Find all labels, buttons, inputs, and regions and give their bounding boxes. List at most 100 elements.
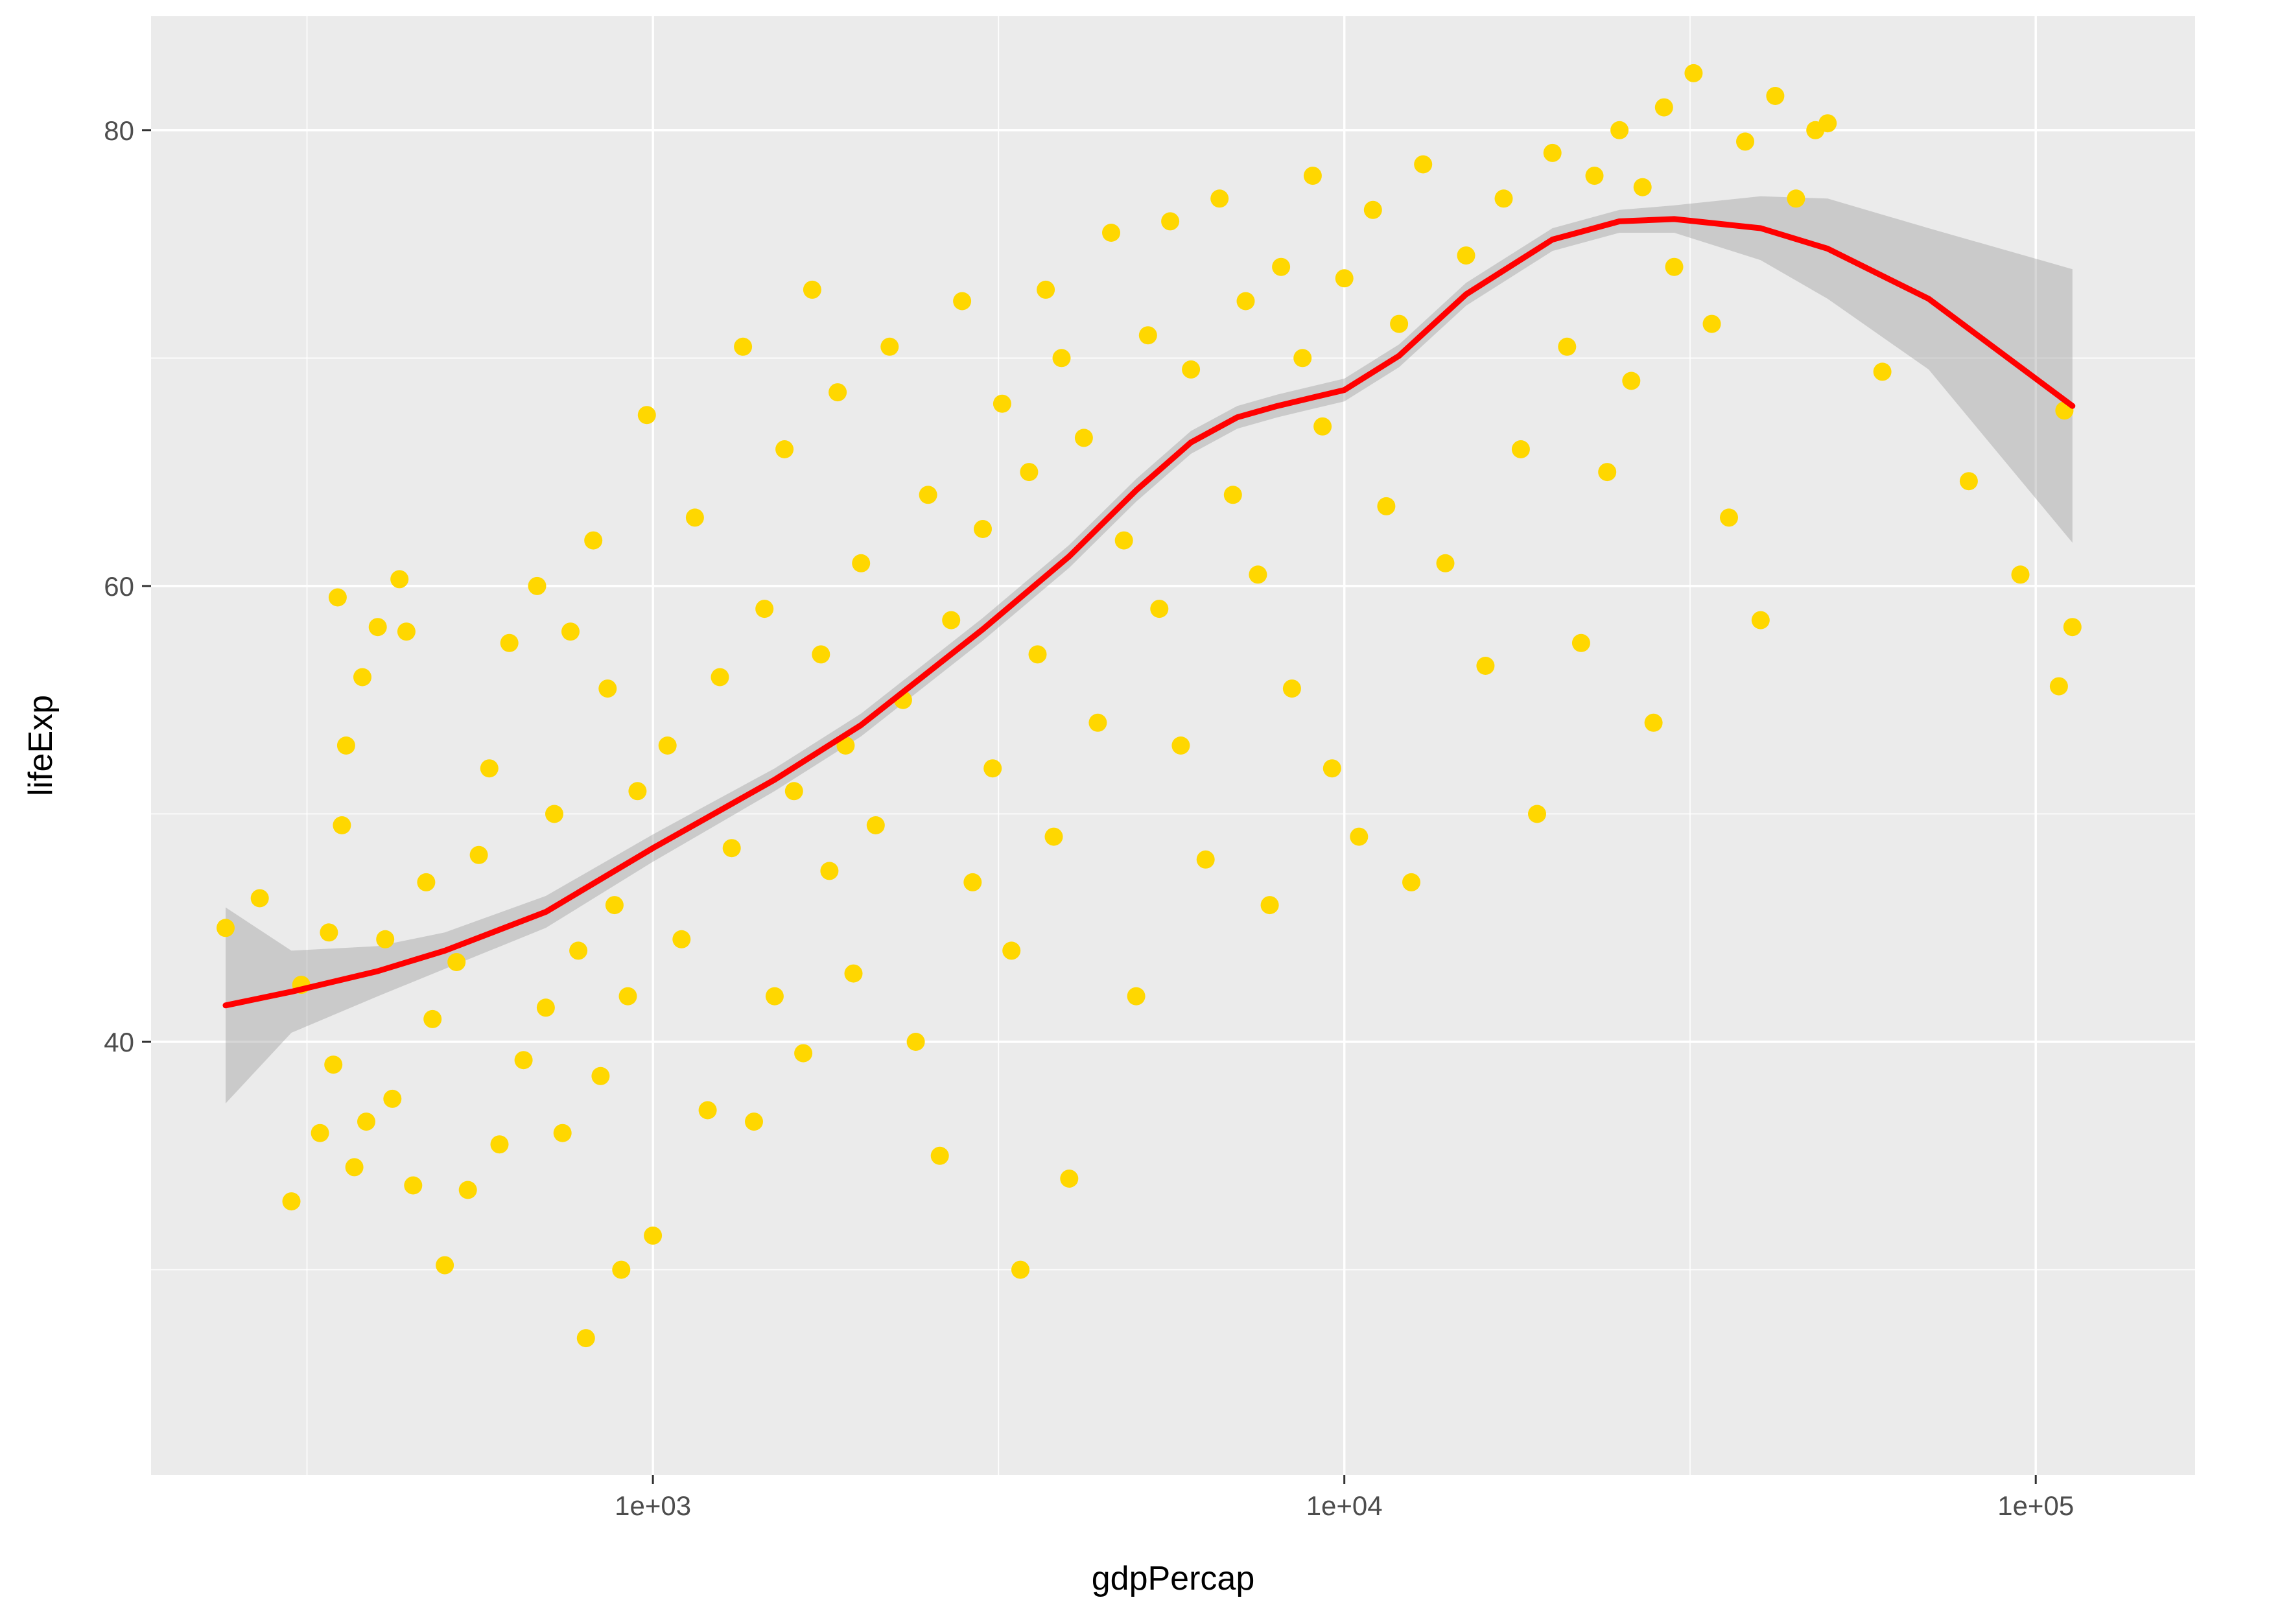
data-point	[734, 337, 753, 356]
data-point	[755, 600, 774, 618]
data-point	[514, 1051, 533, 1070]
data-point	[722, 839, 741, 858]
data-point	[1335, 269, 1354, 288]
data-point	[1210, 189, 1229, 208]
data-point	[458, 1181, 477, 1199]
data-point	[698, 1101, 717, 1120]
data-point	[328, 588, 347, 607]
data-point	[1249, 565, 1267, 584]
data-point	[569, 941, 588, 960]
data-point	[1060, 1170, 1079, 1188]
data-point	[880, 337, 899, 356]
data-point	[974, 520, 992, 538]
data-point	[820, 862, 839, 880]
x-axis-ticks: 1e+03 1e+04 1e+05	[615, 1475, 2074, 1521]
data-point	[1272, 257, 1291, 276]
data-point	[490, 1135, 509, 1154]
data-point	[1558, 337, 1577, 356]
data-point	[685, 508, 704, 527]
data-point	[1528, 805, 1546, 823]
data-point	[383, 1089, 402, 1108]
data-point	[1571, 633, 1590, 652]
data-point	[576, 1329, 595, 1348]
data-point	[1074, 429, 1093, 447]
data-point	[930, 1146, 949, 1165]
data-point	[404, 1176, 423, 1195]
data-point	[1363, 200, 1382, 219]
data-point	[390, 570, 409, 589]
data-point	[1127, 987, 1146, 1006]
data-point	[1313, 417, 1332, 436]
data-point	[1665, 257, 1684, 276]
data-point	[480, 759, 499, 778]
data-point	[1585, 167, 1604, 185]
data-point	[812, 645, 830, 664]
data-point	[1610, 121, 1629, 139]
data-point	[605, 896, 624, 915]
data-point	[423, 1009, 442, 1028]
data-point	[1654, 98, 1673, 117]
data-point	[1436, 554, 1455, 572]
data-point	[357, 1112, 375, 1131]
data-point	[906, 1033, 925, 1051]
data-point	[561, 622, 580, 641]
data-point	[1150, 600, 1169, 618]
data-point	[1702, 314, 1721, 333]
data-point	[1622, 371, 1641, 390]
data-point	[1037, 280, 1055, 299]
data-point	[829, 383, 847, 402]
data-point	[844, 964, 863, 983]
data-point	[1598, 463, 1617, 482]
data-point	[1720, 508, 1738, 527]
data-point	[1818, 114, 1837, 133]
y-axis-title: lifeExp	[22, 695, 60, 796]
x-tick-label: 1e+04	[1306, 1490, 1383, 1521]
data-point	[250, 889, 269, 908]
data-point	[1223, 486, 1242, 504]
data-point	[1959, 472, 1978, 491]
data-point	[794, 1044, 813, 1063]
data-point	[320, 923, 338, 942]
data-point	[942, 611, 961, 630]
data-point	[500, 633, 519, 652]
data-point	[765, 987, 784, 1006]
data-point	[745, 1112, 763, 1131]
data-point	[1088, 713, 1107, 732]
data-point	[1260, 896, 1279, 915]
data-point	[553, 1124, 572, 1142]
data-point	[1161, 212, 1180, 231]
data-point	[353, 668, 371, 687]
data-point	[612, 1260, 631, 1279]
data-point	[784, 782, 803, 801]
data-point	[282, 1192, 301, 1211]
data-point	[368, 618, 387, 637]
y-tick-label: 80	[104, 115, 134, 146]
data-point	[711, 668, 729, 687]
grid-lines	[151, 16, 2195, 1475]
data-point	[336, 736, 355, 755]
data-point	[333, 816, 351, 834]
data-point	[217, 919, 235, 937]
data-point	[1138, 326, 1157, 345]
data-point	[1303, 167, 1322, 185]
y-axis-ticks: 40 60 80	[104, 115, 151, 1057]
data-point	[953, 292, 972, 311]
data-point	[1873, 362, 1892, 381]
x-axis-title: gdpPercap	[1092, 1560, 1255, 1597]
data-point	[1028, 645, 1047, 664]
smooth-line-layer	[222, 216, 2076, 1009]
data-point	[1457, 246, 1475, 265]
data-point	[1543, 143, 1562, 162]
confidence-band	[226, 196, 2073, 1104]
x-tick-label: 1e+03	[615, 1490, 691, 1521]
data-point	[1323, 759, 1341, 778]
data-point	[1002, 941, 1021, 960]
data-point	[983, 759, 1002, 778]
data-point	[528, 576, 547, 595]
data-point	[637, 406, 656, 425]
data-point	[1293, 349, 1312, 368]
data-point	[1350, 827, 1369, 846]
data-point	[598, 679, 617, 698]
data-point	[376, 930, 395, 948]
